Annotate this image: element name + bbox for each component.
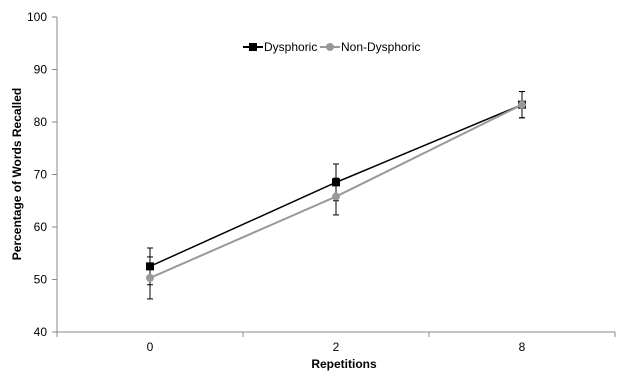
- legend-label: Dysphoric: [264, 40, 317, 54]
- y-tick-label: 40: [34, 325, 48, 339]
- x-ticks: 0 2 8: [56, 332, 616, 354]
- legend-item-non-dysphoric: Non-Dysphoric: [320, 40, 420, 54]
- y-axis-title: Percentage of Words Recalled: [10, 88, 24, 261]
- y-tick-label: 90: [34, 63, 48, 77]
- y-tick-label: 60: [34, 220, 48, 234]
- legend-item-dysphoric: Dysphoric: [243, 40, 317, 54]
- legend-label: Non-Dysphoric: [341, 40, 420, 54]
- series-non-dysphoric: [146, 91, 526, 300]
- legend: Dysphoric Non-Dysphoric: [243, 40, 420, 54]
- y-ticks: 40 50 60 70 80 90 100: [27, 10, 57, 339]
- legend-swatch-marker: [249, 43, 257, 51]
- y-tick-label: 100: [27, 10, 47, 24]
- x-tick-label: 8: [519, 340, 526, 354]
- series-layer: [146, 91, 526, 300]
- x-tick-label: 0: [147, 340, 154, 354]
- data-point: [332, 192, 340, 201]
- x-tick-label: 2: [333, 340, 340, 354]
- y-tick-label: 50: [34, 273, 48, 287]
- data-point: [518, 100, 526, 109]
- y-tick-label: 70: [34, 168, 48, 182]
- data-point: [146, 273, 154, 282]
- x-axis-title: Repetitions: [311, 357, 377, 371]
- legend-swatch-marker: [326, 43, 334, 51]
- y-tick-label: 80: [34, 115, 48, 129]
